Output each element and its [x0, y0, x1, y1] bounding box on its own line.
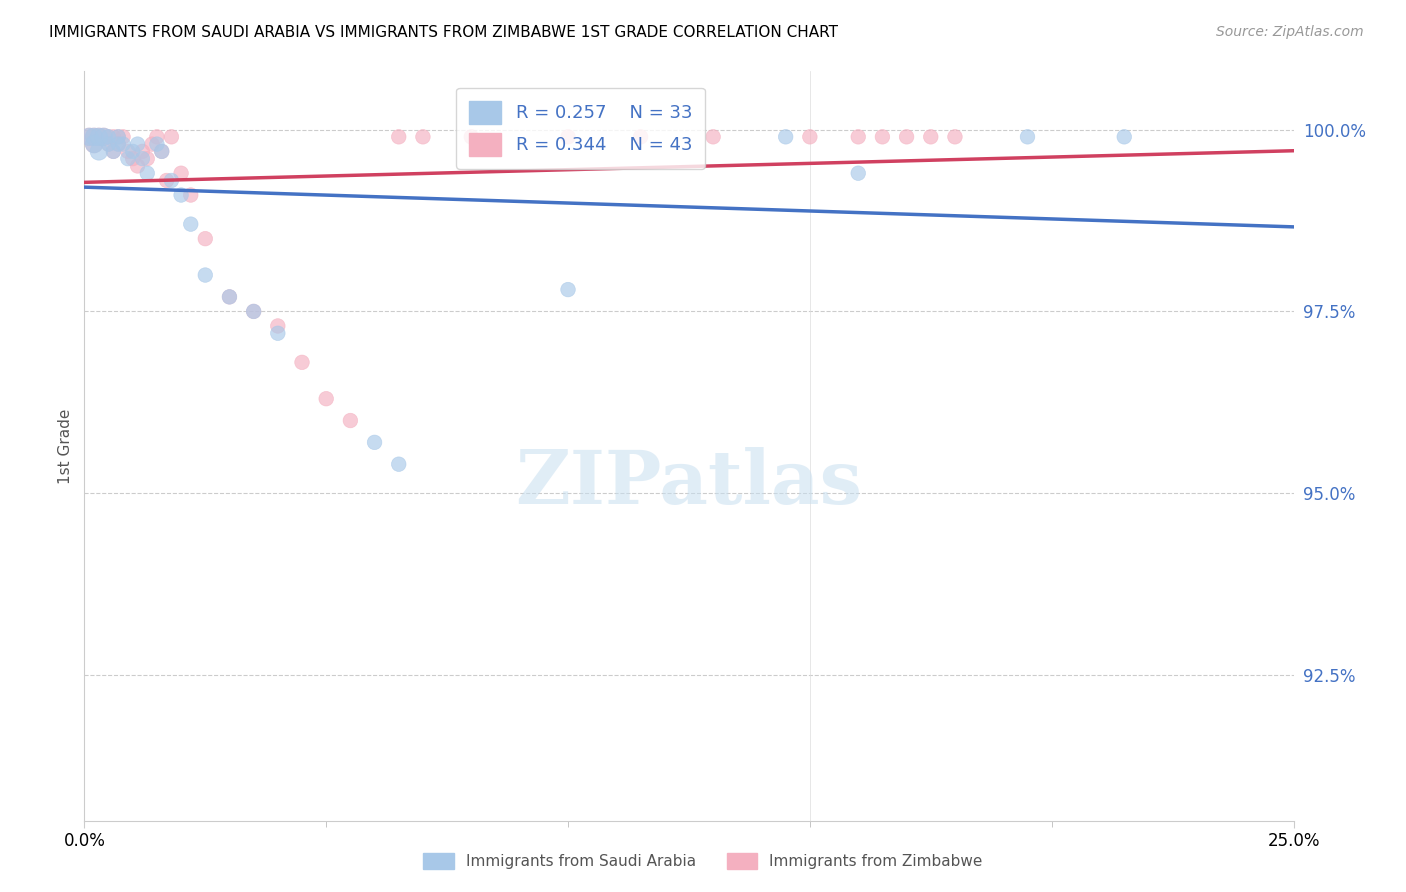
Point: [77, 129, 100, 144]
Point: [846, 166, 869, 180]
Point: [107, 129, 129, 144]
Point: [107, 137, 129, 152]
Point: [93, 129, 115, 144]
Point: [103, 129, 125, 144]
Point: [141, 137, 163, 152]
Point: [136, 152, 159, 166]
Point: [117, 145, 139, 159]
Point: [388, 129, 411, 144]
Point: [127, 159, 149, 173]
Point: [146, 137, 169, 152]
Point: [121, 145, 143, 159]
Point: [630, 129, 652, 144]
Point: [218, 290, 240, 304]
Text: ZIPatlas: ZIPatlas: [516, 447, 862, 520]
Point: [93, 129, 115, 144]
Point: [83, 129, 105, 144]
Point: [127, 137, 149, 152]
Point: [363, 435, 385, 450]
Point: [291, 355, 314, 369]
Point: [97, 137, 120, 152]
Point: [315, 392, 337, 406]
Legend: Immigrants from Saudi Arabia, Immigrants from Zimbabwe: Immigrants from Saudi Arabia, Immigrants…: [418, 847, 988, 875]
Point: [77, 129, 100, 144]
Point: [97, 137, 120, 152]
Point: [339, 413, 361, 427]
Point: [1114, 129, 1136, 144]
Point: [460, 129, 482, 144]
Point: [87, 129, 110, 144]
Point: [775, 129, 797, 144]
Point: [97, 129, 120, 144]
Point: [872, 129, 894, 144]
Point: [846, 129, 869, 144]
Point: [896, 129, 918, 144]
Point: [112, 129, 135, 144]
Point: [150, 145, 173, 159]
Point: [155, 173, 177, 187]
Point: [799, 129, 821, 144]
Point: [412, 129, 434, 144]
Point: [702, 129, 724, 144]
Point: [242, 304, 264, 318]
Point: [131, 152, 153, 166]
Point: [87, 145, 110, 159]
Point: [87, 129, 110, 144]
Point: [160, 173, 183, 187]
Point: [242, 304, 264, 318]
Point: [194, 232, 217, 246]
Point: [112, 137, 135, 152]
Legend: R = 0.257    N = 33, R = 0.344    N = 43: R = 0.257 N = 33, R = 0.344 N = 43: [456, 88, 704, 169]
Point: [267, 318, 290, 333]
Text: Source: ZipAtlas.com: Source: ZipAtlas.com: [1216, 25, 1364, 39]
Point: [557, 129, 579, 144]
Point: [267, 326, 290, 341]
Point: [1017, 129, 1039, 144]
Point: [146, 129, 169, 144]
Point: [180, 217, 202, 231]
Point: [170, 188, 193, 202]
Y-axis label: 1st Grade: 1st Grade: [58, 409, 73, 483]
Point: [97, 129, 120, 144]
Point: [107, 137, 129, 152]
Text: IMMIGRANTS FROM SAUDI ARABIA VS IMMIGRANTS FROM ZIMBABWE 1ST GRADE CORRELATION C: IMMIGRANTS FROM SAUDI ARABIA VS IMMIGRAN…: [49, 25, 838, 40]
Point: [107, 129, 129, 144]
Point: [136, 166, 159, 180]
Point: [160, 129, 183, 144]
Point: [388, 457, 411, 471]
Point: [103, 145, 125, 159]
Point: [117, 152, 139, 166]
Point: [103, 145, 125, 159]
Point: [920, 129, 942, 144]
Point: [943, 129, 966, 144]
Point: [83, 137, 105, 152]
Point: [150, 145, 173, 159]
Point: [83, 129, 105, 144]
Point: [194, 268, 217, 282]
Point: [218, 290, 240, 304]
Point: [557, 283, 579, 297]
Point: [180, 188, 202, 202]
Point: [83, 137, 105, 152]
Point: [131, 145, 153, 159]
Point: [121, 152, 143, 166]
Point: [170, 166, 193, 180]
